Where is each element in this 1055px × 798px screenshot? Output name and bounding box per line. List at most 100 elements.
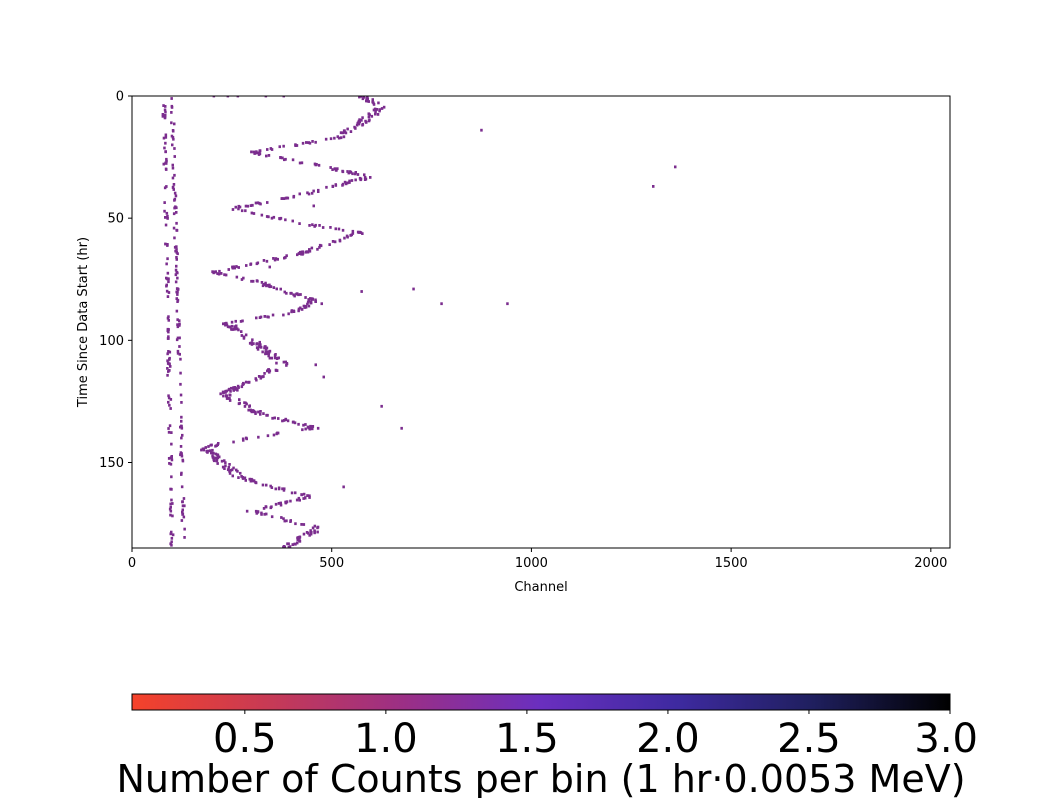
heatmap-bin <box>291 158 295 162</box>
heatmap-bin <box>331 184 334 188</box>
heatmap-bin <box>304 296 307 299</box>
heatmap-bin <box>258 152 262 156</box>
y-tick-label: 150 <box>99 456 124 471</box>
heatmap-bin <box>263 372 266 375</box>
heatmap-bin <box>314 223 317 227</box>
heatmap-bin <box>258 149 261 153</box>
heatmap-bin <box>277 417 280 420</box>
heatmap-bin <box>216 462 219 465</box>
heatmap-bin <box>247 408 250 412</box>
heatmap-bin <box>294 491 297 495</box>
heatmap-bin <box>212 451 215 455</box>
heatmap-bin <box>204 446 207 449</box>
heatmap-bin <box>228 397 231 400</box>
heatmap-bin <box>312 189 315 193</box>
heatmap-bin <box>176 293 179 296</box>
colorbar-tick-label: 1.0 <box>354 716 418 762</box>
heatmap-bin <box>262 412 265 415</box>
heatmap-bin <box>236 96 240 98</box>
heatmap-bin <box>239 471 242 475</box>
heatmap-bin <box>275 287 278 291</box>
heatmap-bin <box>306 494 309 497</box>
heatmap-bin <box>301 250 305 254</box>
heatmap-bin <box>311 140 314 143</box>
heatmap-bin <box>251 203 254 207</box>
heatmap-bin <box>382 105 386 109</box>
heatmap-bin <box>230 320 234 324</box>
heatmap-bin <box>265 284 268 288</box>
x-tick-label: 2000 <box>914 556 947 571</box>
heatmap-bin <box>212 271 215 275</box>
heatmap-bin <box>320 302 323 306</box>
heatmap-bin <box>298 539 301 543</box>
heatmap-bin <box>289 499 292 503</box>
heatmap-bin <box>273 416 276 420</box>
heatmap-bin <box>164 161 167 165</box>
heatmap-bin <box>366 96 369 99</box>
heatmap-bin <box>258 201 261 205</box>
heatmap-bin <box>257 345 261 349</box>
heatmap-bin <box>173 122 176 126</box>
heatmap-bin <box>255 316 258 320</box>
heatmap-bin <box>224 273 228 277</box>
heatmap-bin <box>280 516 283 519</box>
heatmap-bin <box>169 456 173 460</box>
heatmap-bin <box>308 496 311 499</box>
heatmap-bin <box>506 302 509 306</box>
heatmap-bin <box>354 171 357 174</box>
heatmap-bin <box>168 369 171 372</box>
heatmap-bin <box>296 538 299 542</box>
heatmap-bin <box>270 148 274 151</box>
heatmap-bin <box>267 354 270 358</box>
heatmap-bin <box>168 462 171 465</box>
heatmap-bin <box>171 136 175 139</box>
heatmap-bin <box>231 328 234 331</box>
heatmap-bin <box>311 425 314 429</box>
heatmap-bin <box>314 140 317 144</box>
heatmap-bin <box>175 258 178 261</box>
heatmap-bin <box>306 250 310 254</box>
heatmap-bin <box>284 360 287 364</box>
heatmap-bin <box>166 359 169 363</box>
heatmap-bin <box>175 264 178 268</box>
heatmap-bin <box>291 219 294 223</box>
heatmap-bin <box>169 502 172 506</box>
heatmap-bin <box>307 304 311 308</box>
heatmap-bin <box>341 228 345 232</box>
heatmap-bin <box>171 514 174 518</box>
heatmap-bin <box>331 240 335 243</box>
heatmap-bin <box>238 401 241 405</box>
heatmap-bin <box>368 118 371 122</box>
heatmap-bin <box>299 306 302 310</box>
heatmap-bin <box>274 502 278 506</box>
heatmap-bin <box>167 427 170 430</box>
heatmap-bin <box>253 152 256 155</box>
heatmap-bin <box>313 530 316 534</box>
heatmap-bin <box>284 501 288 505</box>
heatmap-bin <box>170 540 173 544</box>
heatmap-bin <box>167 394 170 398</box>
heatmap-bin <box>180 436 183 440</box>
heatmap-bin <box>164 167 168 171</box>
heatmap-bin <box>223 459 226 463</box>
heatmap-bin <box>316 525 320 529</box>
heatmap-bin <box>374 108 377 112</box>
heatmap-bin <box>254 412 257 415</box>
x-tick-label: 1500 <box>715 556 748 571</box>
heatmap-bin <box>350 179 354 182</box>
heatmap-bin <box>283 158 286 162</box>
heatmap-bin <box>268 356 272 360</box>
heatmap-bin <box>364 119 367 123</box>
heatmap-bin <box>301 428 304 432</box>
heatmap-bin <box>257 410 260 414</box>
heatmap-bin <box>267 154 271 157</box>
heatmap-bin <box>306 300 310 304</box>
heatmap-bin <box>259 345 263 349</box>
heatmap-bin <box>176 323 179 327</box>
colorbar-tick-label: 2.5 <box>777 716 841 762</box>
heatmap-bin <box>309 424 312 428</box>
heatmap-bin <box>169 509 173 513</box>
heatmap-bin <box>173 236 176 240</box>
heatmap-bin <box>169 505 172 509</box>
heatmap-bin <box>338 239 342 243</box>
